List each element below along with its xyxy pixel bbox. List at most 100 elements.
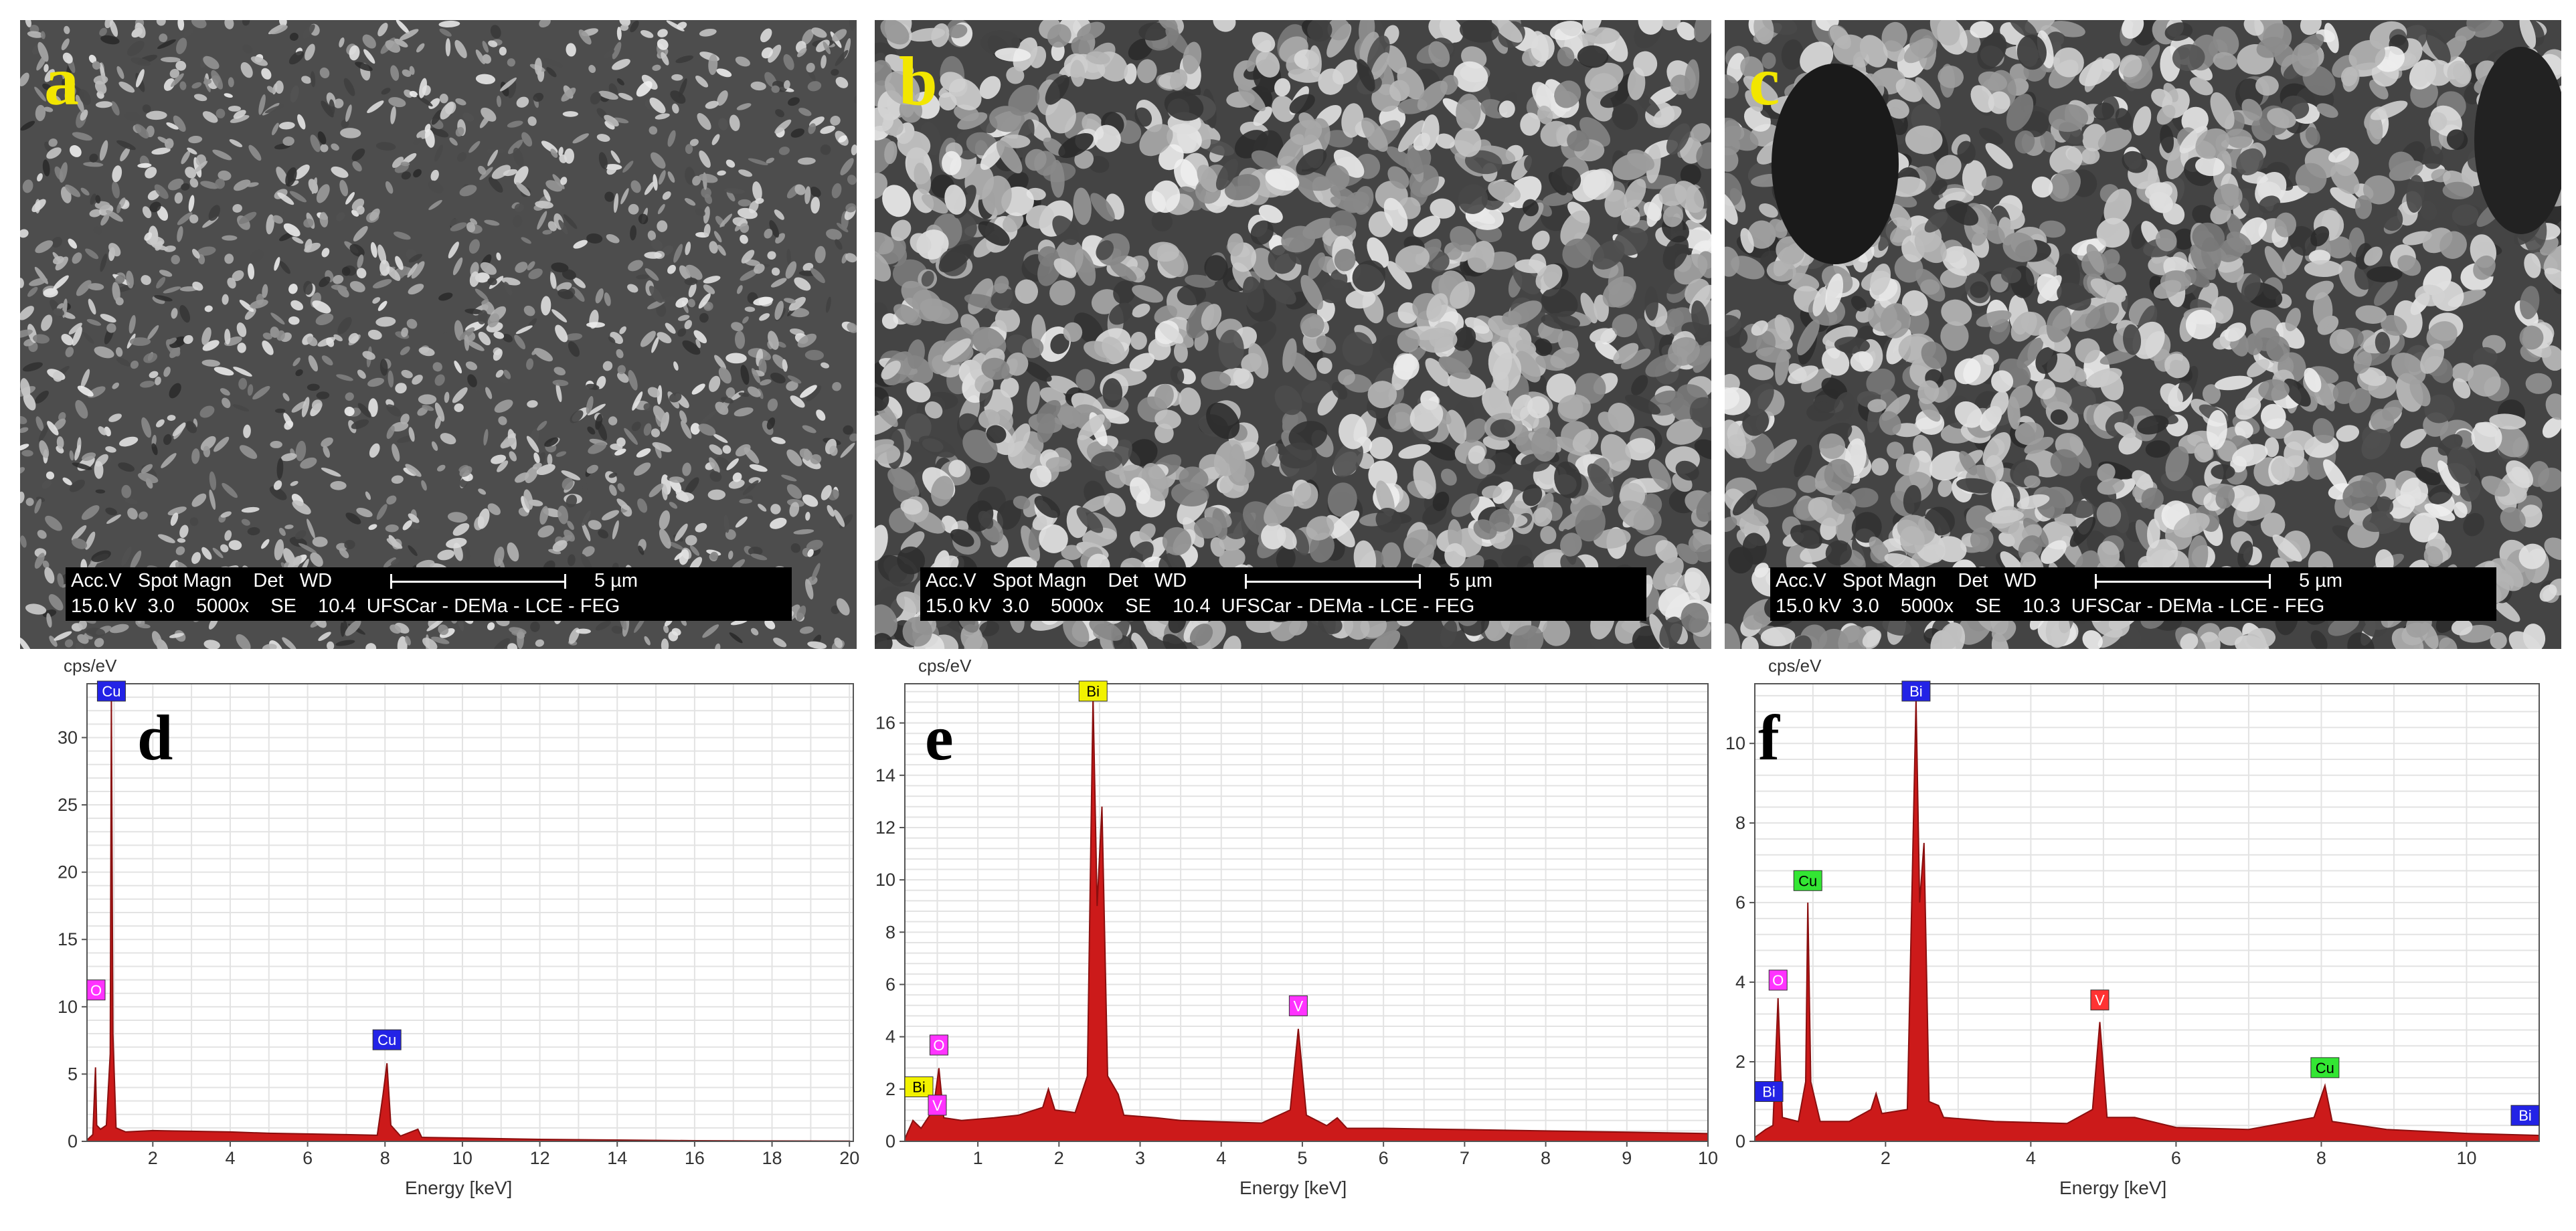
sem-grain (679, 265, 691, 280)
sem-grain (774, 209, 784, 220)
sem-grain (561, 470, 581, 480)
sem-grain (2451, 619, 2473, 636)
sem-grain (2525, 373, 2552, 394)
sem-grain (752, 181, 762, 201)
sem-grain (262, 644, 277, 649)
sem-grain (499, 46, 507, 56)
sem-grain (2256, 37, 2286, 58)
sem-grain (558, 219, 568, 235)
sem-grain (288, 316, 300, 325)
sem-grain (477, 310, 488, 324)
sem-grain (1403, 529, 1437, 559)
sem-grain (288, 284, 298, 294)
sem-grain (611, 626, 623, 634)
sem-grain (710, 551, 719, 561)
sem-grain (345, 104, 352, 122)
sem-grain (782, 359, 788, 372)
panel-letter-e: e (925, 702, 954, 773)
sem-grain (1294, 482, 1318, 509)
sem-grain (169, 633, 184, 638)
sem-grain (2475, 422, 2498, 438)
sem-grain (212, 149, 232, 161)
sem-grain (2213, 52, 2237, 70)
sem-grains (1725, 20, 2561, 649)
sem-grain (1129, 353, 1155, 372)
sem-grain (2426, 321, 2458, 351)
sem-grain (964, 294, 1000, 309)
sem-grain (280, 453, 297, 462)
sem-grain (811, 27, 827, 38)
sem-grain (562, 478, 574, 490)
sem-grain (2096, 217, 2130, 248)
sem-grain (766, 417, 776, 430)
sem-grain (2213, 183, 2243, 211)
sem-grain (1962, 160, 1987, 196)
sem-grain (2097, 478, 2125, 495)
sem-grain (399, 29, 419, 41)
sem-grain (79, 89, 91, 106)
sem-grain (717, 244, 726, 256)
sem-grain (110, 101, 120, 116)
sem-grain (1982, 432, 2011, 468)
sem-grain (978, 621, 1000, 637)
sem-grain (174, 192, 183, 204)
y-tick-label: 12 (875, 818, 895, 838)
sem-grain (2016, 337, 2044, 369)
sem-grain (2048, 169, 2081, 202)
sem-grain (695, 208, 705, 217)
sem-grain (1956, 478, 1996, 494)
sem-grain (525, 466, 538, 484)
sem-grain (768, 44, 782, 63)
sem-grain (428, 199, 442, 210)
sem-grain (707, 489, 726, 500)
sem-grain (647, 230, 657, 241)
sem-grain (761, 47, 773, 59)
sem-grain (503, 369, 511, 379)
sem-grain (202, 111, 218, 123)
sem-grain (475, 288, 489, 300)
sem-grain (708, 54, 718, 76)
sem-grain (893, 304, 922, 326)
sem-grain (2192, 205, 2217, 227)
sem-grain (514, 335, 526, 350)
sem-grain (1991, 620, 2016, 642)
sem-grain (447, 512, 468, 523)
sem-grain (2099, 371, 2124, 401)
sem-grain (2330, 187, 2360, 209)
sem-grain (708, 375, 721, 392)
sem-grain (2045, 612, 2071, 648)
sem-grain (960, 624, 983, 649)
sem-grain (213, 436, 230, 452)
sem-grain (507, 643, 517, 649)
sem-grain (2082, 630, 2103, 649)
sem-grain (204, 305, 213, 312)
sem-grain (149, 371, 159, 379)
sem-grain (416, 43, 425, 53)
sem-grain (1725, 246, 1739, 277)
sem-grain (1931, 179, 1948, 195)
sem-grain (321, 100, 334, 118)
sem-grain (292, 357, 300, 367)
sem-grain (2289, 225, 2318, 256)
sem-grain (386, 425, 395, 440)
sem-grain (572, 133, 589, 144)
sem-grain (553, 367, 566, 376)
sem-grain (684, 197, 696, 206)
sem-grain (1404, 145, 1432, 175)
sem-grain (2347, 632, 2375, 649)
x-tick-label: 3 (1135, 1148, 1145, 1168)
sem-grain (742, 316, 749, 324)
sem-grain (445, 37, 451, 57)
sem-grain (1825, 273, 1844, 312)
sem-grain (1602, 276, 1636, 308)
sem-grain (612, 117, 629, 124)
sem-grain (247, 527, 260, 536)
peak-label-box (86, 979, 106, 1001)
sem-grain (61, 72, 76, 86)
sem-grain (64, 25, 70, 34)
sem-grain (2215, 486, 2235, 509)
sem-grain (717, 170, 726, 176)
sem-grain (357, 369, 366, 379)
sem-grain (1006, 66, 1025, 84)
sem-grain (108, 413, 122, 422)
